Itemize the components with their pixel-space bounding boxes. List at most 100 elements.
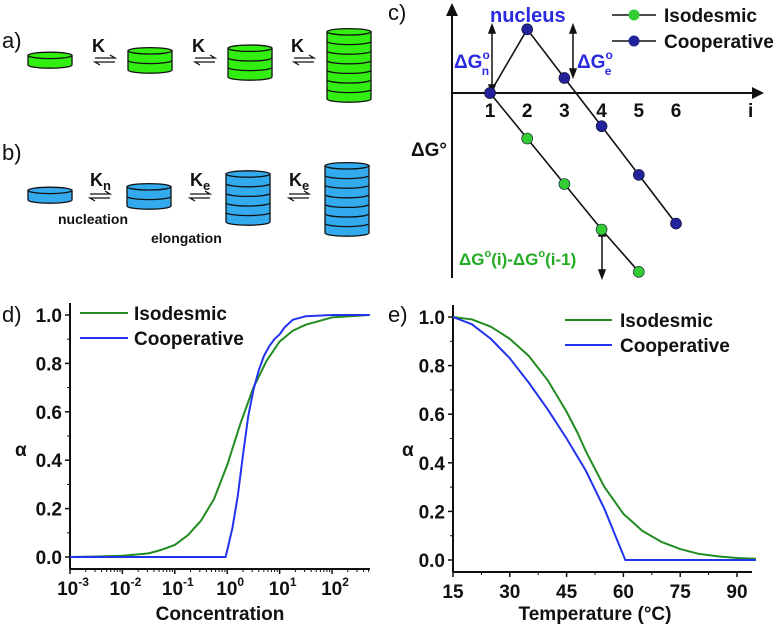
series-line-cooperative bbox=[452, 316, 756, 561]
panel-label-c: c) bbox=[388, 0, 406, 25]
data-point-isodesmic bbox=[558, 178, 571, 190]
disc-body bbox=[127, 50, 173, 74]
legend-cooperative-label: Cooperative bbox=[664, 32, 774, 53]
disc-top bbox=[126, 182, 172, 191]
tick-base: 10 bbox=[162, 579, 183, 600]
panel-label-e: e) bbox=[388, 302, 408, 327]
blue-stack bbox=[324, 161, 370, 237]
disc-body bbox=[225, 173, 271, 226]
y-tick-label: 0.6 bbox=[36, 403, 62, 424]
disc-divider bbox=[324, 203, 370, 209]
y-tick-label: 0.2 bbox=[419, 502, 445, 523]
constant-k-3: K bbox=[291, 36, 304, 56]
data-point-cooperative bbox=[632, 169, 645, 181]
x-tick-label: 5 bbox=[634, 101, 645, 122]
data-point-cooperative bbox=[670, 217, 682, 230]
legend-marker bbox=[628, 9, 640, 21]
forward-arrow bbox=[90, 190, 113, 195]
equilibrium-arrow-icon bbox=[187, 190, 213, 202]
y-tick-label: 1.0 bbox=[419, 308, 445, 329]
series-line-cooperative bbox=[70, 314, 370, 558]
y-tick-label: 0.0 bbox=[419, 551, 445, 572]
x-tick-label: 10-2 bbox=[109, 575, 141, 600]
legend-cooperative-label: Cooperative bbox=[134, 329, 244, 350]
tick-base: 10 bbox=[321, 579, 342, 600]
series-line-cooperative bbox=[489, 27, 677, 225]
x-axis-label: Temperature (°C) bbox=[519, 604, 672, 625]
x-tick-label: 2 bbox=[522, 101, 533, 122]
disc-divider bbox=[326, 79, 372, 84]
y-axis-label: α bbox=[15, 440, 27, 461]
disc-body bbox=[227, 47, 273, 81]
x-tick-label: 90 bbox=[726, 582, 747, 603]
nucleus-label: nucleus bbox=[490, 5, 566, 27]
y-tick-label: 1.0 bbox=[36, 306, 62, 327]
panel-label-b: b) bbox=[2, 140, 22, 165]
concentration-chart: α Concentration Isodesmic Cooperative 0.… bbox=[15, 303, 370, 625]
y-axis-label: ΔG° bbox=[411, 140, 447, 161]
y-tick-label: 0.2 bbox=[36, 500, 62, 521]
x-tick-label: 15 bbox=[442, 582, 464, 603]
reverse-arrow bbox=[92, 61, 115, 66]
disc-top bbox=[225, 170, 271, 178]
isodesmic-diagram: K K K bbox=[27, 27, 372, 103]
constant-k-2: K bbox=[192, 36, 205, 56]
data-point-cooperative bbox=[558, 72, 571, 84]
disc-body bbox=[324, 165, 370, 237]
constant-kn: Kn bbox=[90, 170, 111, 193]
panel-label-d: d) bbox=[2, 302, 22, 327]
disc-divider bbox=[324, 223, 370, 228]
forward-arrow bbox=[294, 54, 317, 59]
green-stack bbox=[227, 44, 273, 81]
disc-top bbox=[127, 46, 173, 55]
nucleation-energy-arrow-icon bbox=[487, 22, 497, 96]
disc-top bbox=[324, 161, 370, 170]
disc-top bbox=[27, 186, 73, 195]
disc-divider bbox=[324, 184, 370, 189]
dge-label: ΔGo e bbox=[577, 48, 613, 78]
equilibrium-arrow-icon bbox=[291, 54, 317, 66]
green-stack bbox=[27, 51, 73, 69]
y-tick-label: 0.4 bbox=[36, 451, 63, 472]
blue-stack bbox=[27, 186, 73, 204]
disc-divider bbox=[324, 213, 370, 218]
x-axis-label: Concentration bbox=[156, 604, 285, 625]
x-tick-label: 6 bbox=[671, 101, 682, 122]
constant-ke-2: Ke bbox=[289, 170, 309, 193]
tick-exponent: -3 bbox=[78, 575, 89, 589]
equilibrium-arrow-icon bbox=[87, 190, 113, 202]
blue-stack bbox=[225, 170, 271, 226]
y-tick-label: 0.8 bbox=[419, 357, 445, 378]
equilibrium-arrow-icon bbox=[92, 54, 118, 66]
disc-body bbox=[326, 31, 372, 103]
disc-divider bbox=[326, 89, 372, 94]
reverse-arrow bbox=[87, 197, 110, 202]
step-energy-arrow-icon bbox=[597, 225, 607, 281]
disc-divider bbox=[127, 60, 173, 65]
constant-ke-1: Ke bbox=[190, 170, 210, 193]
dgn-label: ΔGo n bbox=[454, 48, 490, 78]
arrow-head bbox=[487, 22, 497, 34]
x-tick-label: 4 bbox=[596, 101, 607, 122]
y-tick-label: 0.4 bbox=[419, 454, 446, 475]
reverse-arrow bbox=[192, 61, 215, 66]
disc-divider bbox=[126, 196, 172, 201]
legend-cooperative-label: Cooperative bbox=[620, 336, 730, 357]
tick-base: 10 bbox=[57, 579, 78, 600]
reverse-arrow bbox=[291, 61, 314, 66]
equilibrium-arrow-icon bbox=[286, 190, 312, 202]
temperature-chart: α Temperature (°C) Isodesmic Cooperative… bbox=[402, 305, 756, 625]
green-stack bbox=[127, 46, 173, 74]
legend-isodesmic-label: Isodesmic bbox=[134, 304, 227, 325]
x-axis-label: i bbox=[748, 101, 753, 122]
reverse-arrow bbox=[286, 197, 309, 202]
y-tick-label: 0.6 bbox=[419, 405, 445, 426]
tick-exponent: -1 bbox=[183, 575, 194, 589]
y-tick-label: 0.0 bbox=[36, 548, 62, 569]
disc-top bbox=[27, 51, 73, 60]
disc-divider bbox=[227, 67, 273, 72]
tick-exponent: 1 bbox=[290, 575, 297, 589]
disc-divider bbox=[225, 192, 271, 198]
